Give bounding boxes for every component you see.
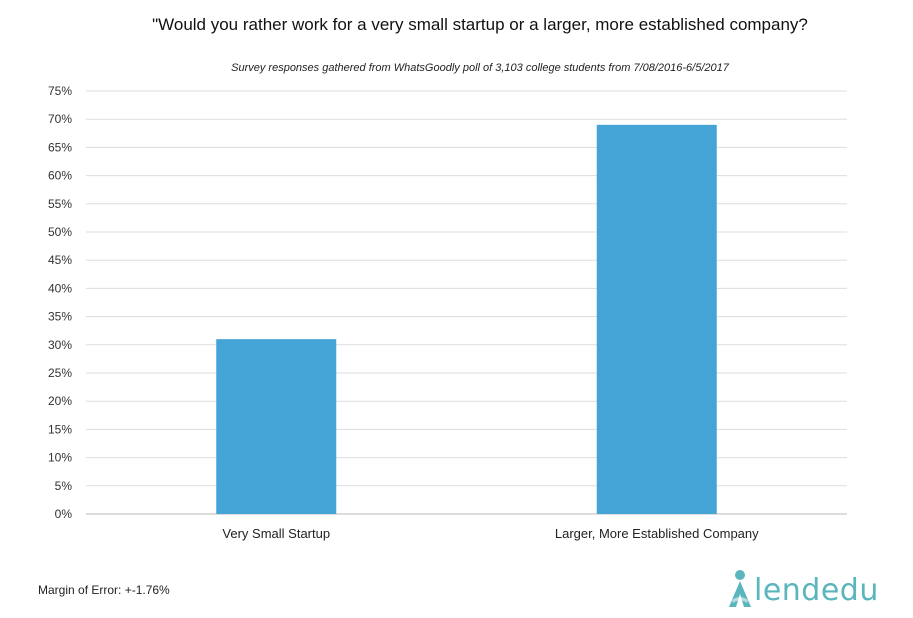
y-tick-label: 40% [48, 281, 72, 295]
bar-chart: 0% 5% 10% 15% 20% 25% 30% 35% 40% 45% 50% 55% 60% 65%… [48, 84, 847, 541]
y-tick-label: 75% [48, 84, 72, 98]
bar-0 [216, 339, 337, 514]
x-tick-label: Very Small Startup [222, 526, 330, 541]
y-tick-label: 20% [48, 394, 72, 408]
y-tick-label: 70% [48, 112, 72, 126]
lendedu-logo-text: lendedu [754, 573, 879, 608]
chart-subtitle: Survey responses gathered from WhatsGood… [231, 62, 729, 74]
bar-1 [596, 124, 717, 514]
y-tick-label: 60% [48, 169, 72, 183]
y-tick-label: 45% [48, 253, 72, 267]
bars [216, 124, 717, 514]
lendedu-logo-icon [729, 570, 751, 607]
y-tick-label: 5% [55, 479, 73, 493]
y-axis-ticks: 0% 5% 10% 15% 20% 25% 30% 35% 40% 45% 50% 55% 60% 65%… [48, 84, 72, 521]
x-tick-label: Larger, More Established Company [555, 526, 759, 541]
y-tick-label: 15% [48, 422, 72, 436]
gridlines [86, 90, 847, 515]
y-tick-label: 0% [55, 507, 73, 521]
y-tick-label: 25% [48, 366, 72, 380]
y-tick-label: 55% [48, 197, 72, 211]
x-axis-ticks: Very Small Startup Larger, More Establish… [222, 526, 759, 541]
lendedu-logo[interactable]: lendedu [727, 566, 879, 610]
y-tick-label: 30% [48, 338, 72, 352]
y-tick-label: 10% [48, 451, 72, 465]
y-tick-label: 65% [48, 140, 72, 154]
margin-of-error-note: Margin of Error: +-1.76% [38, 583, 170, 597]
y-tick-label: 35% [48, 310, 72, 324]
chart-title: "Would you rather work for a very small … [152, 15, 808, 34]
y-tick-label: 50% [48, 225, 72, 239]
